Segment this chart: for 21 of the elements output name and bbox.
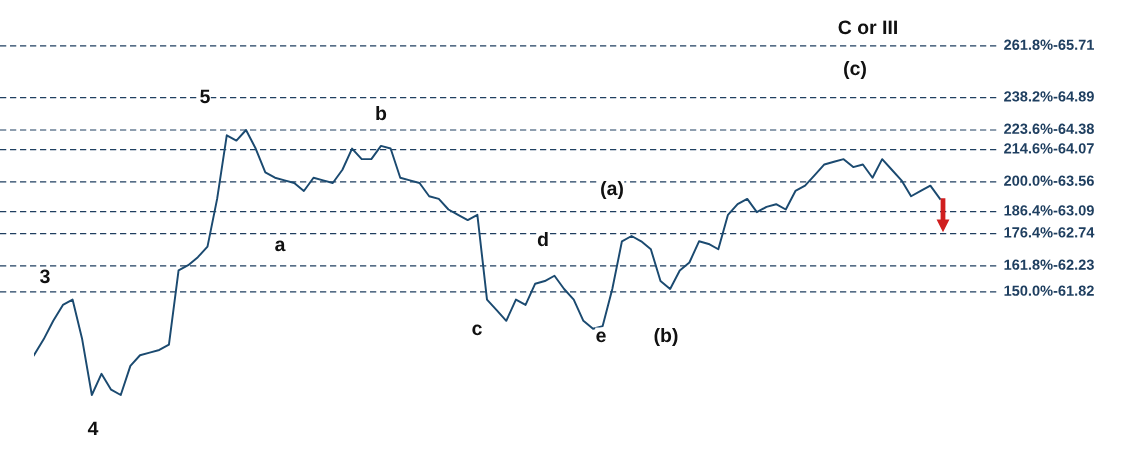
annotation: d — [537, 231, 548, 247]
text: b — [376, 105, 387, 121]
annotation: 3 — [40, 269, 50, 284]
annotation: c — [472, 324, 482, 336]
text: 176.4%-62.74 — [1004, 227, 1095, 238]
text: 150.0%-61.82 — [1004, 285, 1094, 296]
text: 5 — [200, 89, 210, 104]
text: (c) — [844, 60, 866, 80]
text: 261.8%-65.71 — [1004, 39, 1094, 50]
annotation: (b) — [654, 327, 678, 347]
text: 161.8%-62.23 — [1004, 259, 1094, 270]
text: 200.0%-63.56 — [1004, 175, 1094, 186]
text: 186.4%-63.09 — [1004, 205, 1094, 216]
text: 223.6%-64.38 — [1004, 123, 1094, 134]
text: 4 — [87, 421, 99, 436]
text: 238.2%-64.89 — [1004, 91, 1094, 102]
text: 214.6%-64.07 — [1004, 143, 1094, 154]
annotation: (a) — [601, 180, 623, 200]
annotation: e — [596, 331, 606, 343]
text: C or III — [838, 20, 897, 35]
annotation: a — [275, 240, 286, 252]
